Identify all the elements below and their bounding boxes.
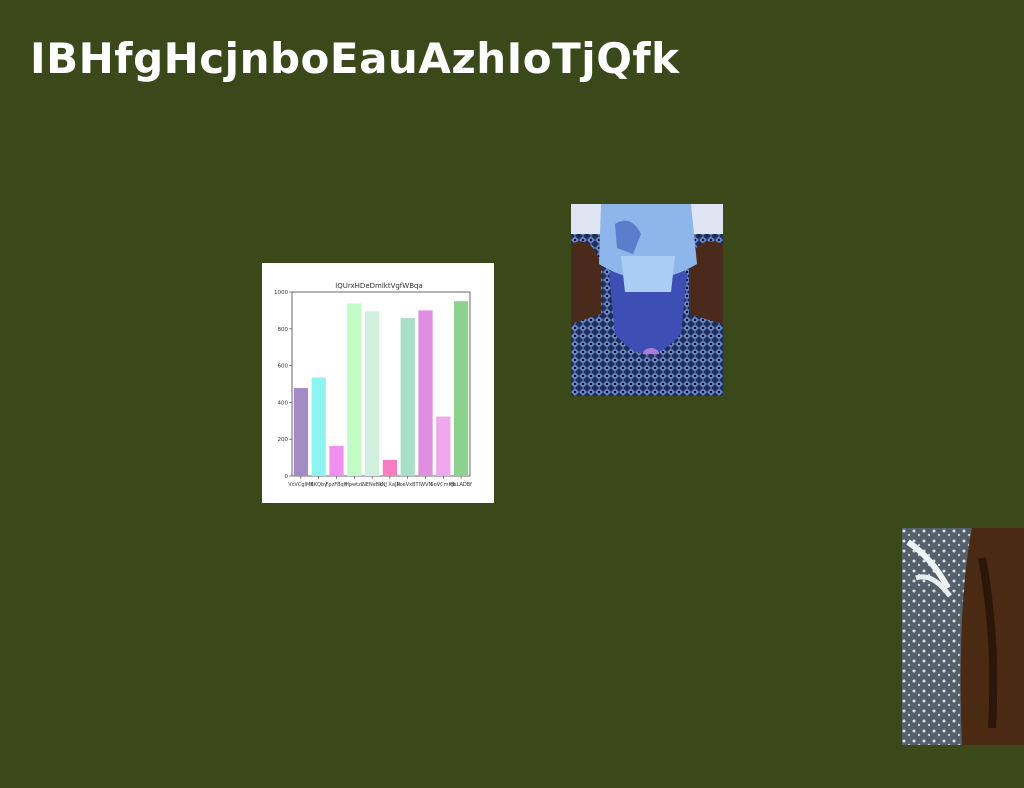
bar-chart: lQUrxHDeDmlktVgfWBqa 0 200 400 600 800 1000 V…	[262, 263, 494, 503]
chart-plot-frame	[291, 291, 471, 477]
chart-title: lQUrxHDeDmlktVgfWBqa	[335, 282, 422, 290]
portrait-photo	[571, 204, 723, 396]
y-tick-label: 600	[278, 364, 289, 370]
photo-texture-dark-icon	[902, 528, 1024, 745]
y-tick-label: 0	[285, 474, 289, 480]
texture-photo	[902, 528, 1024, 745]
x-tick-label: VcVCgIMK	[288, 482, 314, 488]
bar-NENeBk	[364, 311, 380, 476]
bar-SoVCmKJL	[436, 416, 451, 476]
x-tick-label: HsLADBf	[450, 482, 472, 488]
x-tick-label: BKQby	[310, 482, 327, 488]
x-tick-label: NENeBk	[362, 482, 382, 488]
page-title: IBHfgHcjnboEauAzhIoTjQfk	[30, 34, 680, 83]
bar-BKQby	[311, 377, 326, 476]
y-tick-label: 200	[278, 437, 289, 443]
x-tick-label: PoeVxBT	[397, 482, 420, 488]
photo-portrait-blue-toned-icon	[571, 204, 723, 396]
bar-FpzFBqH	[329, 446, 344, 476]
bar-lWVN	[418, 310, 433, 476]
x-tick-label: HpwtzL	[345, 482, 364, 488]
bar-tNJ XaJN	[382, 459, 398, 476]
bar-chart-svg: lQUrxHDeDmlktVgfWBqa 0 200 400 600 800 1000 V…	[274, 282, 472, 488]
bar-VcVCgIMK	[293, 388, 309, 476]
bar-PoeVxBT	[400, 318, 415, 476]
bar-HsLADBf	[453, 301, 469, 476]
y-tick-label: 400	[278, 400, 289, 406]
x-tick-label: lWVN	[419, 482, 433, 488]
x-tick-label: SoVCmKJL	[431, 482, 457, 488]
y-tick-label: 800	[278, 327, 289, 333]
bar-HpwtzL	[347, 303, 362, 476]
x-tick-label: FpzFBqH	[326, 482, 348, 488]
y-tick-label: 1000	[274, 290, 288, 296]
x-tick-label: tNJ XaJN	[380, 482, 401, 488]
